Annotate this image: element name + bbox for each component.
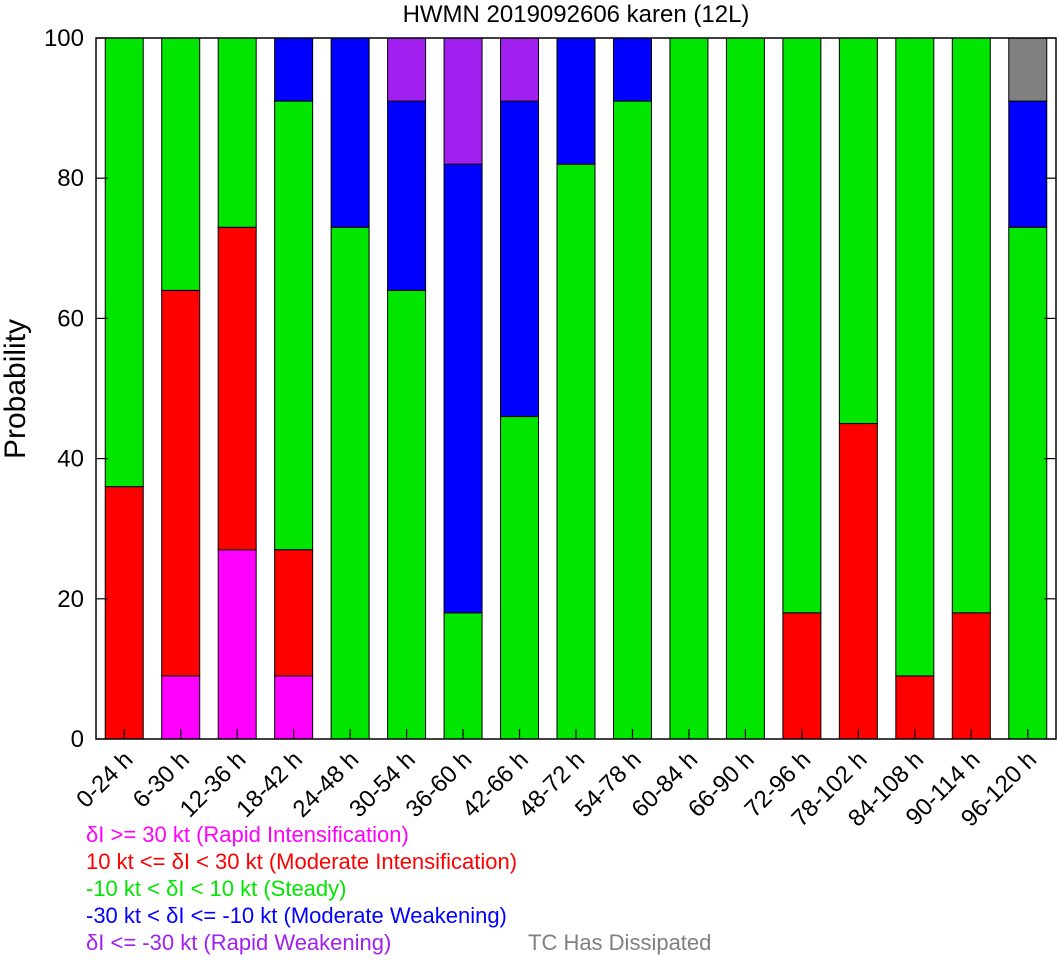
bar-segment-3-3 — [274, 37, 314, 102]
legend-rapid-weakening: δI <= -30 kt (Rapid Weakening) — [86, 930, 392, 955]
y-tick-label: 40 — [57, 446, 84, 473]
bar-segment-9-3 — [612, 37, 652, 102]
y-tick-label: 80 — [57, 165, 84, 192]
bar-segment-7-2 — [500, 416, 540, 740]
bar-segment-1-1 — [161, 289, 201, 677]
bar-segment-4-3 — [330, 37, 370, 228]
bar-segment-11-2 — [725, 37, 765, 740]
bar-segment-2-0 — [217, 549, 257, 740]
bar-segment-4-2 — [330, 226, 370, 740]
legend-moderate-intensification: 10 kt <= δI < 30 kt (Moderate Intensific… — [86, 849, 518, 874]
bar-segment-8-2 — [556, 163, 596, 740]
y-tick-label: 60 — [57, 305, 84, 332]
y-tick-label: 0 — [71, 726, 84, 753]
bar-segment-9-2 — [612, 100, 652, 740]
bar-segment-3-0 — [274, 675, 314, 740]
bar-segment-7-3 — [500, 100, 540, 418]
bars-group — [104, 37, 1048, 740]
bar-segment-2-1 — [217, 226, 257, 551]
bar-segment-2-2 — [217, 37, 257, 228]
bar-segment-13-1 — [838, 423, 878, 740]
bar-segment-5-4 — [387, 37, 427, 102]
bar-segment-5-2 — [387, 289, 427, 740]
bar-segment-1-2 — [161, 37, 201, 291]
bar-segment-12-1 — [782, 612, 822, 740]
bar-segment-16-3 — [1008, 100, 1048, 228]
bar-segment-6-2 — [443, 612, 483, 740]
bar-segment-15-1 — [951, 612, 991, 740]
bar-segment-7-4 — [500, 37, 540, 102]
legend-tc-dissipated: TC Has Dissipated — [528, 930, 712, 955]
bar-segment-12-2 — [782, 37, 822, 614]
bar-segment-16-2 — [1008, 226, 1048, 740]
bar-segment-1-0 — [161, 675, 201, 740]
bar-segment-3-1 — [274, 549, 314, 677]
bar-segment-0-2 — [104, 37, 144, 488]
bar-segment-6-3 — [443, 163, 483, 614]
bar-segment-5-3 — [387, 100, 427, 291]
bar-segment-6-4 — [443, 37, 483, 165]
bar-segment-0-1 — [104, 486, 144, 740]
x-tick-label: 0-24 h — [71, 746, 138, 813]
bar-segment-3-2 — [274, 100, 314, 551]
y-tick-label: 100 — [44, 25, 84, 52]
legend-steady: -10 kt < δI < 10 kt (Steady) — [86, 876, 347, 901]
bar-segment-10-2 — [669, 37, 709, 740]
bar-segment-14-2 — [895, 37, 935, 677]
bar-segment-16-5 — [1008, 37, 1048, 102]
bar-segment-15-2 — [951, 37, 991, 614]
y-axis-label: Probability — [0, 319, 32, 459]
legend-moderate-weakening: -30 kt < δI <= -10 kt (Moderate Weakenin… — [86, 903, 507, 928]
plot-frame — [95, 37, 1057, 740]
chart-title: HWMN 2019092606 karen (12L) — [403, 1, 750, 28]
y-tick-label: 20 — [57, 586, 84, 613]
bar-segment-8-3 — [556, 37, 596, 165]
legend-rapid-intensification: δI >= 30 kt (Rapid Intensification) — [86, 822, 409, 847]
bar-segment-13-2 — [838, 37, 878, 425]
